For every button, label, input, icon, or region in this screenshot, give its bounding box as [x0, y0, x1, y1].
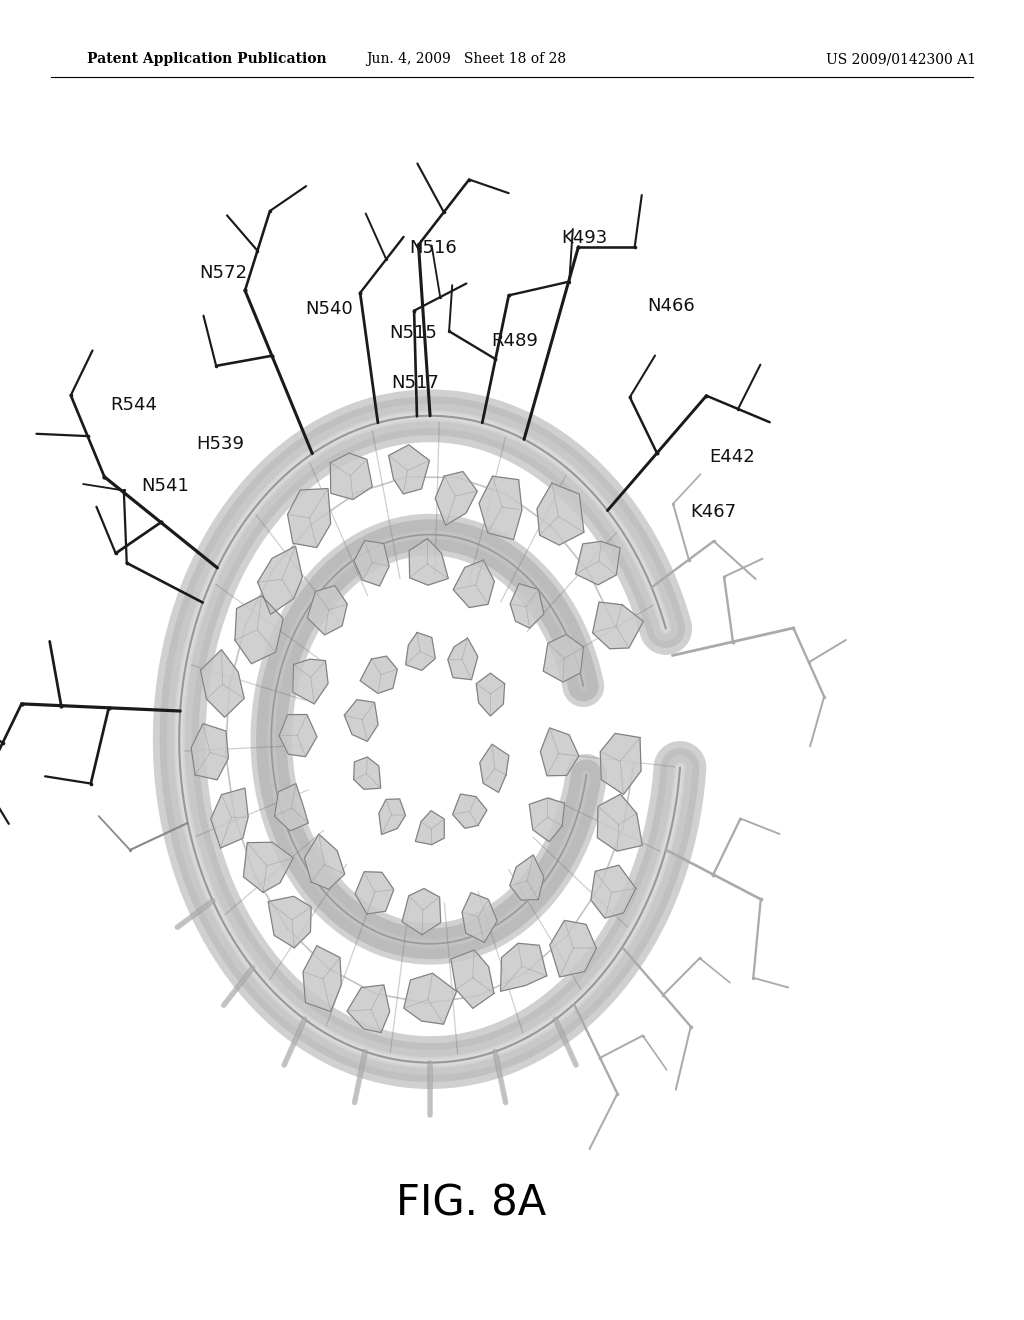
- Text: Patent Application Publication: Patent Application Publication: [87, 53, 327, 66]
- Polygon shape: [501, 944, 547, 991]
- Polygon shape: [389, 445, 429, 494]
- Polygon shape: [303, 945, 341, 1011]
- Polygon shape: [201, 649, 244, 717]
- Text: Jun. 4, 2009   Sheet 18 of 28: Jun. 4, 2009 Sheet 18 of 28: [366, 53, 566, 66]
- Polygon shape: [331, 453, 373, 499]
- Polygon shape: [410, 539, 449, 585]
- Text: N466: N466: [647, 297, 695, 315]
- Polygon shape: [447, 638, 478, 680]
- Text: R489: R489: [492, 331, 539, 350]
- Polygon shape: [544, 635, 584, 682]
- Polygon shape: [453, 795, 487, 828]
- Polygon shape: [280, 714, 317, 756]
- Polygon shape: [454, 560, 495, 607]
- Polygon shape: [406, 632, 435, 671]
- Text: K467: K467: [690, 503, 736, 521]
- Text: N516: N516: [410, 239, 458, 257]
- Polygon shape: [244, 842, 293, 892]
- Polygon shape: [360, 656, 397, 693]
- Polygon shape: [403, 973, 457, 1024]
- Text: N515: N515: [389, 323, 437, 342]
- Polygon shape: [293, 659, 328, 704]
- Polygon shape: [416, 810, 444, 845]
- Polygon shape: [344, 700, 378, 742]
- Polygon shape: [510, 855, 544, 900]
- Polygon shape: [304, 834, 345, 890]
- Polygon shape: [258, 546, 302, 614]
- Text: H539: H539: [197, 434, 245, 453]
- Polygon shape: [435, 471, 477, 525]
- Polygon shape: [575, 541, 621, 585]
- Polygon shape: [355, 871, 394, 913]
- Text: E442: E442: [710, 447, 756, 466]
- Polygon shape: [529, 799, 564, 842]
- Polygon shape: [288, 488, 331, 548]
- Text: N541: N541: [141, 477, 189, 495]
- Text: K493: K493: [561, 228, 607, 247]
- Polygon shape: [550, 920, 596, 977]
- Polygon shape: [211, 788, 248, 847]
- Polygon shape: [537, 483, 584, 545]
- Polygon shape: [191, 723, 228, 780]
- Polygon shape: [234, 595, 284, 664]
- Polygon shape: [510, 583, 544, 628]
- Polygon shape: [600, 734, 641, 795]
- Polygon shape: [379, 799, 406, 834]
- Text: N517: N517: [391, 374, 439, 392]
- Text: US 2009/0142300 A1: US 2009/0142300 A1: [826, 53, 976, 66]
- Text: N540: N540: [305, 300, 353, 318]
- Text: FIG. 8A: FIG. 8A: [396, 1183, 546, 1225]
- Polygon shape: [307, 586, 347, 635]
- Text: N572: N572: [200, 264, 248, 282]
- Polygon shape: [402, 888, 440, 935]
- Polygon shape: [268, 896, 311, 948]
- Polygon shape: [451, 950, 494, 1008]
- Polygon shape: [597, 795, 642, 851]
- Polygon shape: [593, 602, 643, 648]
- Text: R544: R544: [111, 396, 158, 414]
- Polygon shape: [353, 756, 381, 789]
- Polygon shape: [476, 673, 505, 715]
- Polygon shape: [274, 784, 308, 832]
- Polygon shape: [354, 540, 389, 586]
- Polygon shape: [479, 477, 522, 540]
- Polygon shape: [480, 744, 509, 792]
- Polygon shape: [541, 727, 579, 776]
- Polygon shape: [591, 865, 636, 919]
- Polygon shape: [462, 892, 497, 942]
- Polygon shape: [347, 985, 390, 1032]
